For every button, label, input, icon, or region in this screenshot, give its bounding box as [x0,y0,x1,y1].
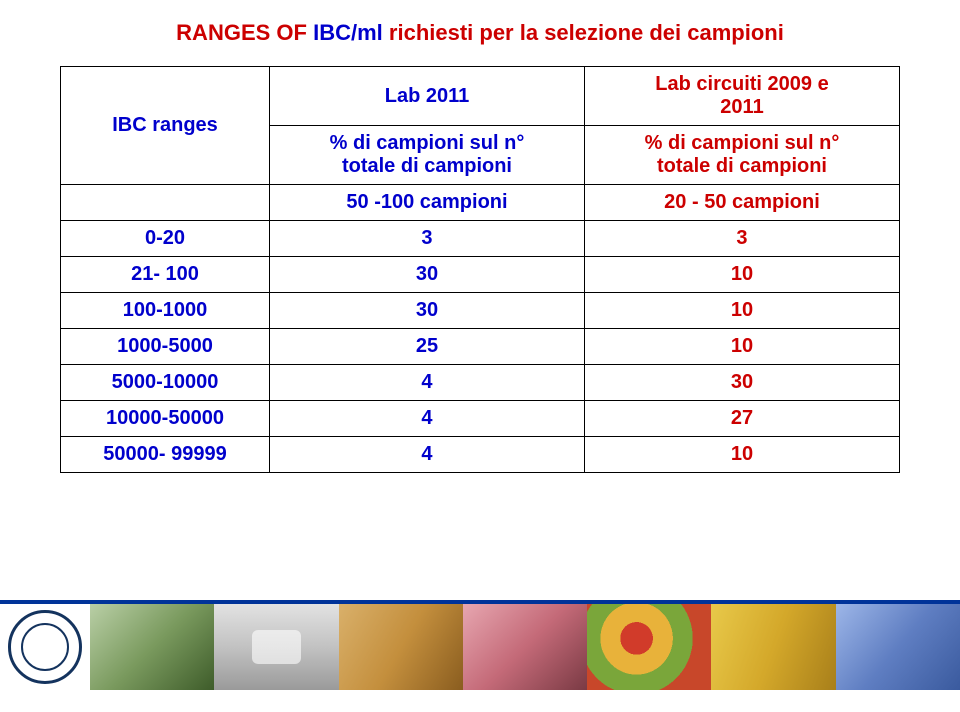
footer-photo-3 [339,604,463,690]
hdr-lab-circuiti-l2: 2011 [720,96,763,118]
value1-cell: 30 [270,257,585,293]
header-row-3: 50 -100 campioni 20 - 50 campioni [61,185,900,221]
hdr-ibc-ranges: IBC ranges [61,67,270,185]
value2-cell: 10 [584,437,899,473]
samplehdr-col1: 50 -100 campioni [270,185,585,221]
range-cell: 10000-50000 [61,401,270,437]
value2-cell: 10 [584,329,899,365]
subhdr-col2-l2: totale di campioni [657,155,827,177]
footer-photo-2 [214,604,338,690]
value1-cell: 4 [270,401,585,437]
range-cell: 100-1000 [61,293,270,329]
value2-cell: 10 [584,257,899,293]
hdr-lab-circuiti-l1: Lab circuiti 2009 e [655,73,828,95]
value2-cell: 27 [584,401,899,437]
title-part3: richiesti per la selezione dei campioni [389,20,784,45]
value1-cell: 3 [270,221,585,257]
header-row-1: IBC ranges Lab 2011 Lab circuiti 2009 e … [61,67,900,126]
table-row: 21- 1003010 [61,257,900,293]
value2-cell: 30 [584,365,899,401]
table-row: 0-2033 [61,221,900,257]
value1-cell: 4 [270,437,585,473]
value2-cell: 10 [584,293,899,329]
range-cell: 5000-10000 [61,365,270,401]
footer-photo-5 [587,604,711,690]
table-row: 100-10003010 [61,293,900,329]
title-part1: RANGES OF [176,20,307,45]
footer-photo-6 [711,604,835,690]
footer-photo-7 [836,604,960,690]
empty-cell [61,185,270,221]
footer-photo-4 [463,604,587,690]
footer-image-strip [0,600,960,690]
title-part2: IBC/ml [313,20,383,45]
subhdr-col1: % di campioni sul n° totale di campioni [270,126,585,185]
range-cell: 21- 100 [61,257,270,293]
footer-photo-1 [90,604,214,690]
range-cell: 1000-5000 [61,329,270,365]
subhdr-col2: % di campioni sul n° totale di campioni [584,126,899,185]
table-row: 5000-10000430 [61,365,900,401]
page-title: RANGES OF IBC/ml richiesti per la selezi… [60,20,900,46]
subhdr-col1-l1: % di campioni sul n° [330,132,525,154]
footer-spacer [0,692,960,712]
hdr-lab2011: Lab 2011 [270,67,585,126]
table-row: 1000-50002510 [61,329,900,365]
hdr-lab-circuiti: Lab circuiti 2009 e 2011 [584,67,899,126]
range-cell: 0-20 [61,221,270,257]
page-content: RANGES OF IBC/ml richiesti per la selezi… [0,0,960,473]
subhdr-col2-l1: % di campioni sul n° [645,132,840,154]
subhdr-col1-l2: totale di campioni [342,155,512,177]
value1-cell: 4 [270,365,585,401]
table-row: 50000- 99999410 [61,437,900,473]
range-cell: 50000- 99999 [61,437,270,473]
institute-logo-icon [8,610,82,684]
data-table: IBC ranges Lab 2011 Lab circuiti 2009 e … [60,66,900,473]
logo-cell [0,604,90,690]
table-row: 10000-50000427 [61,401,900,437]
logo-inner-ring [21,623,69,671]
table-body: 0-203321- 1003010100-100030101000-500025… [61,221,900,473]
value2-cell: 3 [584,221,899,257]
samplehdr-col2: 20 - 50 campioni [584,185,899,221]
value1-cell: 25 [270,329,585,365]
value1-cell: 30 [270,293,585,329]
